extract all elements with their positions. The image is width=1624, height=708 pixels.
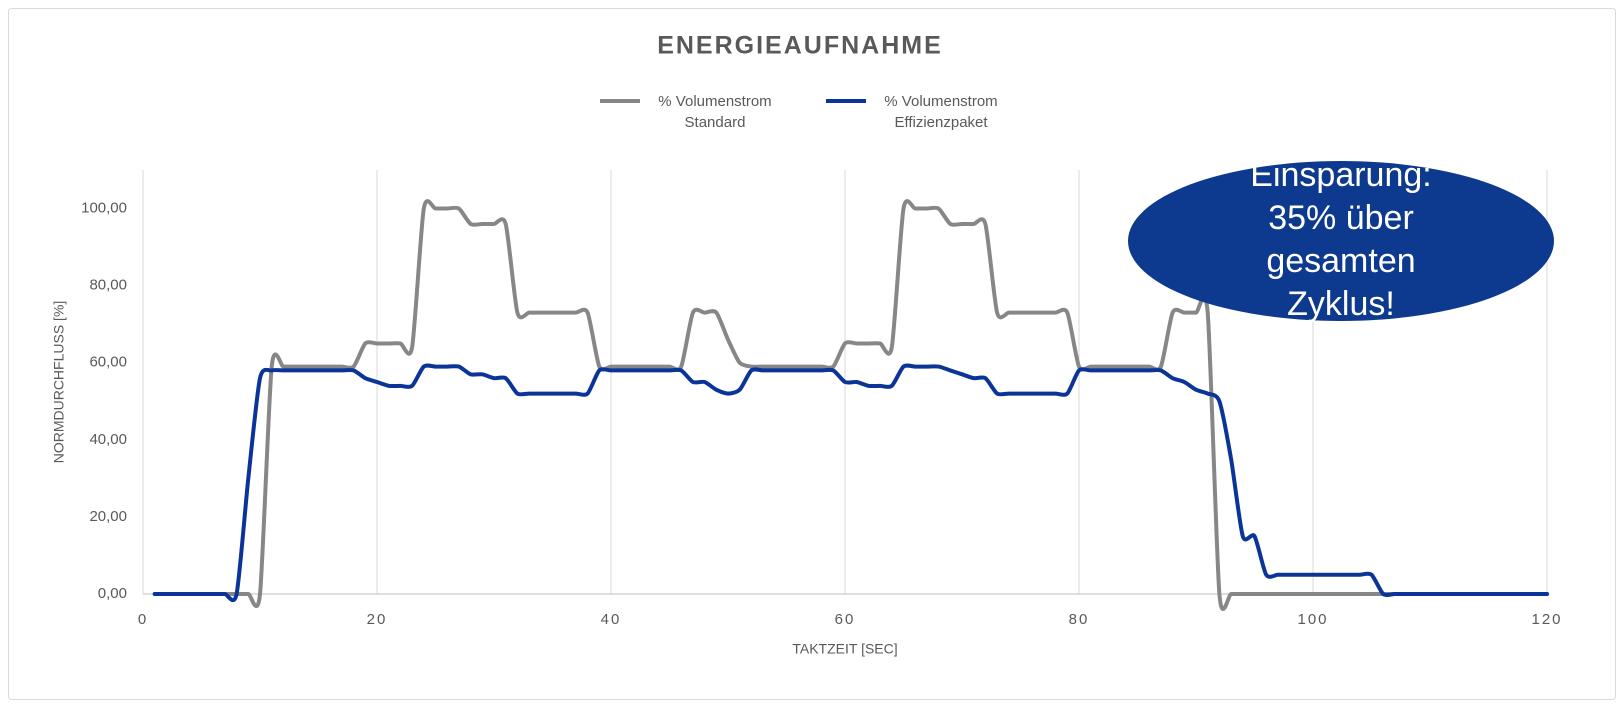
data-line [152, 199, 1549, 612]
x-tick-label: 0 [138, 611, 148, 628]
annotation-text: Einsparung: [1250, 156, 1431, 194]
y-tick-label: 100,00 [81, 200, 127, 217]
y-tick-label: 60,00 [89, 354, 127, 371]
y-tick-label: 20,00 [89, 508, 127, 525]
chart-title: ENERGIEAUFNAHME [657, 32, 943, 60]
legend-label: % Volumenstrom Standard [658, 93, 772, 131]
annotation-text: Zyklus! [1287, 285, 1395, 323]
y-axis-label: NORMDURCHFLUSS [%] [51, 301, 67, 464]
y-tick-label: 80,00 [89, 277, 127, 294]
legend-label: % Volumenstrom Effizienzpaket [884, 93, 998, 131]
x-axis-label: TAKTZEIT [SEC] [792, 641, 897, 657]
x-tick-label: 20 [367, 611, 388, 628]
annotation-bubble [1128, 161, 1554, 321]
x-tick-label: 120 [1531, 611, 1562, 628]
annotation-text: 35% über [1268, 199, 1414, 237]
x-tick-label: 100 [1297, 611, 1328, 628]
y-tick-label: 40,00 [89, 431, 127, 448]
x-tick-label: 80 [1069, 611, 1090, 628]
x-tick-label: 60 [835, 611, 856, 628]
y-tick-label: 0,00 [98, 585, 127, 602]
annotation-text: gesamten [1266, 242, 1415, 280]
data-line [152, 363, 1549, 603]
x-tick-label: 40 [601, 611, 622, 628]
